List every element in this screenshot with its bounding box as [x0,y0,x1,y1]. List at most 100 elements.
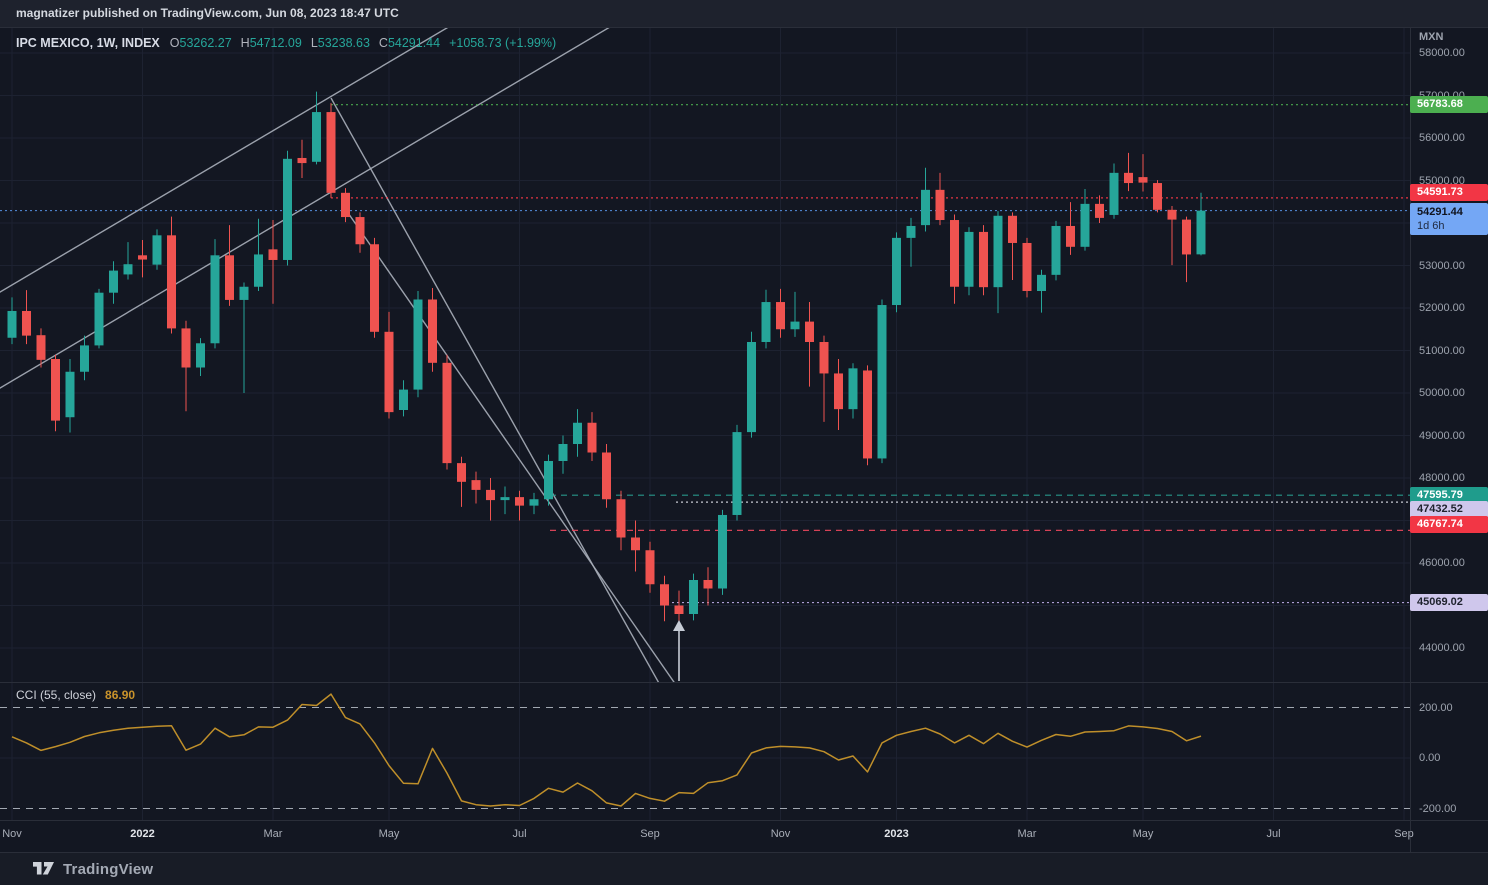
price-tick-label: 52000.00 [1419,302,1465,314]
candle-body [471,480,481,490]
candle-body [94,292,104,346]
candle-body [718,514,727,589]
time-tick-label: Mar [263,828,283,840]
current-price-badge: 54291.44 1d 6h [1410,202,1488,235]
candle-body [283,158,292,260]
candle-body [1167,209,1177,220]
symbol-title[interactable]: IPC MEXICO, 1W, INDEX [16,36,160,50]
candle-body [254,254,263,287]
price-tick-label: 50000.00 [1419,387,1465,399]
candle-body [355,217,365,245]
candle-body [1022,242,1032,291]
candle-body [558,444,568,461]
candle-body [674,605,684,614]
candle-body [239,286,249,300]
candle-body [1066,225,1075,247]
price-level-badge: 56783.68 [1410,96,1488,114]
candle-body [138,255,147,260]
time-tick-label: 2022 [130,828,155,840]
candle-body [761,302,771,342]
candle-body [645,550,655,585]
candle-body [152,235,162,265]
ohlc-open: O53262.27 [169,36,232,50]
indicator-value: 86.90 [105,688,136,702]
price-level-badge: 45069.02 [1410,594,1488,612]
candle-body [268,249,278,260]
candle-body [457,463,466,482]
candle-body [413,299,423,390]
candle-body [964,231,974,287]
brand-name[interactable]: TradingView [63,860,154,878]
up-arrow-drawing[interactable] [673,620,685,681]
indicator-title[interactable]: CCI (55, close) [16,688,97,702]
candle-body [36,335,46,360]
candle-body [587,422,597,453]
candle-body [1095,203,1104,218]
grid-lines [0,28,1410,820]
price-level-badge: 46767.74 [1410,515,1488,533]
candlestick-series[interactable] [7,91,1206,623]
candle-body [790,321,800,330]
candle-body [1182,219,1191,255]
candle-body [805,321,814,342]
time-tick-label: Nov [2,828,22,840]
candle-body [341,192,350,218]
price-level-badge: 47432.52 [1410,500,1488,518]
candle-body [196,343,205,368]
candle-body [1008,215,1017,243]
candle-body [428,299,437,363]
cci-indicator-pane[interactable] [0,693,1416,809]
ohlc-high: H54712.09 [240,36,302,50]
price-tick-label: 48000.00 [1419,472,1465,484]
candle-body [1109,172,1119,215]
candle-body [384,331,394,413]
candle-body [1138,177,1148,183]
cci-tick-label: 0.00 [1419,752,1441,764]
candle-body [732,432,742,515]
candle-body [312,112,321,162]
candle-body [80,345,89,372]
candle-body [979,231,988,288]
candle-body [921,189,930,226]
candle-body [616,499,626,538]
price-level-lines[interactable] [331,104,1410,604]
time-tick-label: Sep [1394,828,1414,840]
candle-body [660,584,669,606]
price-level-badge: 54591.73 [1410,184,1488,202]
candle-body [892,237,901,306]
price-axis[interactable]: MXN 58000.0057000.0056000.0055000.005400… [1410,28,1488,820]
price-tick-label: 44000.00 [1419,642,1465,654]
attribution-bar: magnatizer published on TradingView.com,… [0,0,1488,28]
ohlc-low: L53238.63 [310,36,370,50]
cci-tick-label: 200.00 [1419,701,1453,714]
currency-label: MXN [1419,31,1444,43]
candle-body [1080,203,1090,247]
price-tick-label: 58000.00 [1419,47,1465,59]
time-tick-label: 2023 [884,828,909,840]
time-tick-label: May [1132,828,1154,840]
time-tick-label: Jul [1266,828,1281,840]
candle-body [297,157,307,164]
candle-body [573,422,582,444]
change-value: +1058.73 (+1.99%) [449,36,557,50]
cci-tick-label: -200.00 [1419,802,1457,815]
price-tick-label: 51000.00 [1419,344,1465,357]
candle-body [123,264,133,275]
price-tick-label: 56000.00 [1419,132,1465,144]
candle-body [863,370,872,459]
indicator-legend: CCI (55, close) 86.90 [16,688,135,702]
tradingview-logo-icon[interactable] [32,860,55,878]
candle-body [442,362,452,464]
candle-body [399,389,408,410]
candle-body [631,537,640,551]
trend-channel-lines[interactable] [0,6,676,685]
cci-line [11,693,1202,807]
candle-body [1124,172,1133,184]
candle-body [7,310,17,338]
candle-body [1153,183,1162,210]
candle-body [834,373,843,410]
time-axis[interactable]: Nov 2022 Mar May Jul Sep Nov 2023 Mar May Jul Sep [0,822,1414,852]
candle-body [877,305,887,459]
